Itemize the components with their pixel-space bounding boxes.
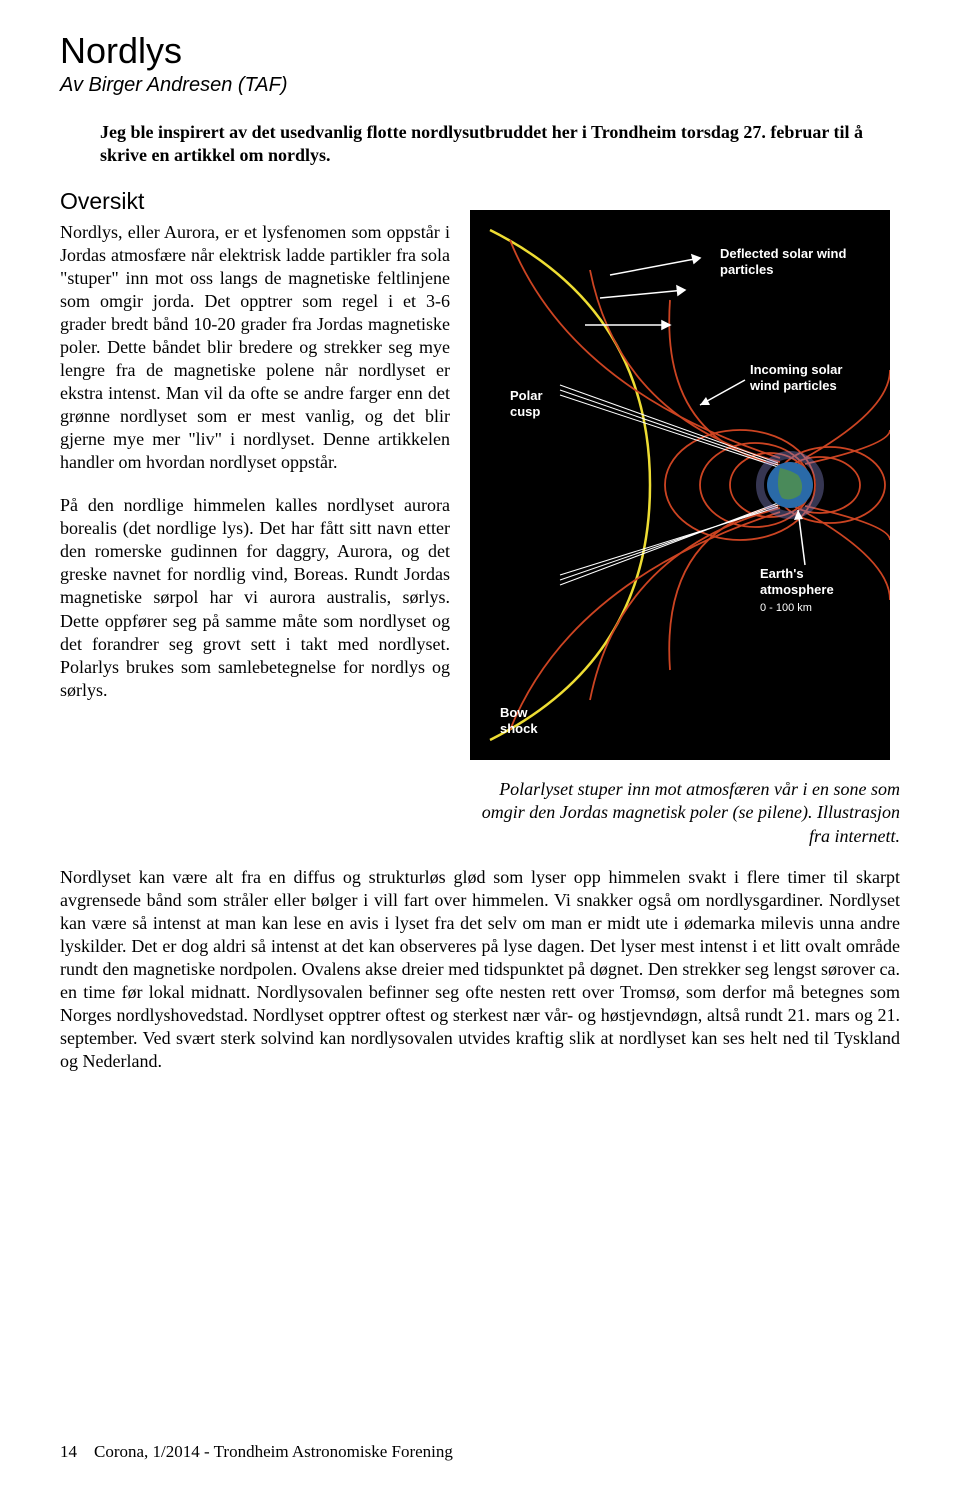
intro-paragraph: Jeg ble inspirert av det usedvanlig flot…: [100, 121, 900, 166]
cusp-line: [560, 507, 778, 575]
cusp-line: [560, 385, 778, 463]
article-author: Av Birger Andresen (TAF): [60, 74, 900, 97]
magnetosphere-diagram: Deflected solar wind particles Incoming …: [470, 210, 890, 760]
diagram-caption: Polarlyset stuper inn mot atmosfæren vår…: [470, 778, 900, 848]
left-column: Oversikt Nordlys, eller Aurora, er et ly…: [60, 188, 450, 848]
label-polar-cusp: Polar cusp: [510, 388, 560, 419]
label-atmosphere-range: 0 - 100 km: [760, 602, 870, 615]
cusp-line: [560, 505, 778, 580]
label-incoming: Incoming solar wind particles: [750, 362, 870, 393]
cusp-line: [560, 390, 778, 465]
label-deflected: Deflected solar wind particles: [720, 246, 850, 277]
paragraph-2: På den nordlige himmelen kalles nordlyse…: [60, 494, 450, 701]
right-column: Deflected solar wind particles Incoming …: [470, 188, 900, 848]
page-number: 14: [60, 1442, 77, 1461]
section-heading: Oversikt: [60, 188, 450, 215]
label-bow-shock: Bow shock: [500, 705, 560, 736]
diagram-svg: [470, 210, 890, 760]
bow-shock-line: [490, 230, 650, 740]
article-title: Nordlys: [60, 30, 900, 72]
two-column-area: Oversikt Nordlys, eller Aurora, er et ly…: [60, 188, 900, 848]
deflected-arrows: [585, 255, 700, 329]
footer-text: Corona, 1/2014 - Trondheim Astronomiske …: [94, 1442, 453, 1461]
paragraph-1: Nordlys, eller Aurora, er et lysfenomen …: [60, 221, 450, 474]
label-atmosphere: Earth's atmosphere: [760, 566, 870, 597]
cusp-line: [560, 503, 778, 585]
page-footer: 14 Corona, 1/2014 - Trondheim Astronomis…: [60, 1442, 453, 1462]
full-width-paragraph: Nordlyset kan være alt fra en diffus og …: [60, 866, 900, 1073]
